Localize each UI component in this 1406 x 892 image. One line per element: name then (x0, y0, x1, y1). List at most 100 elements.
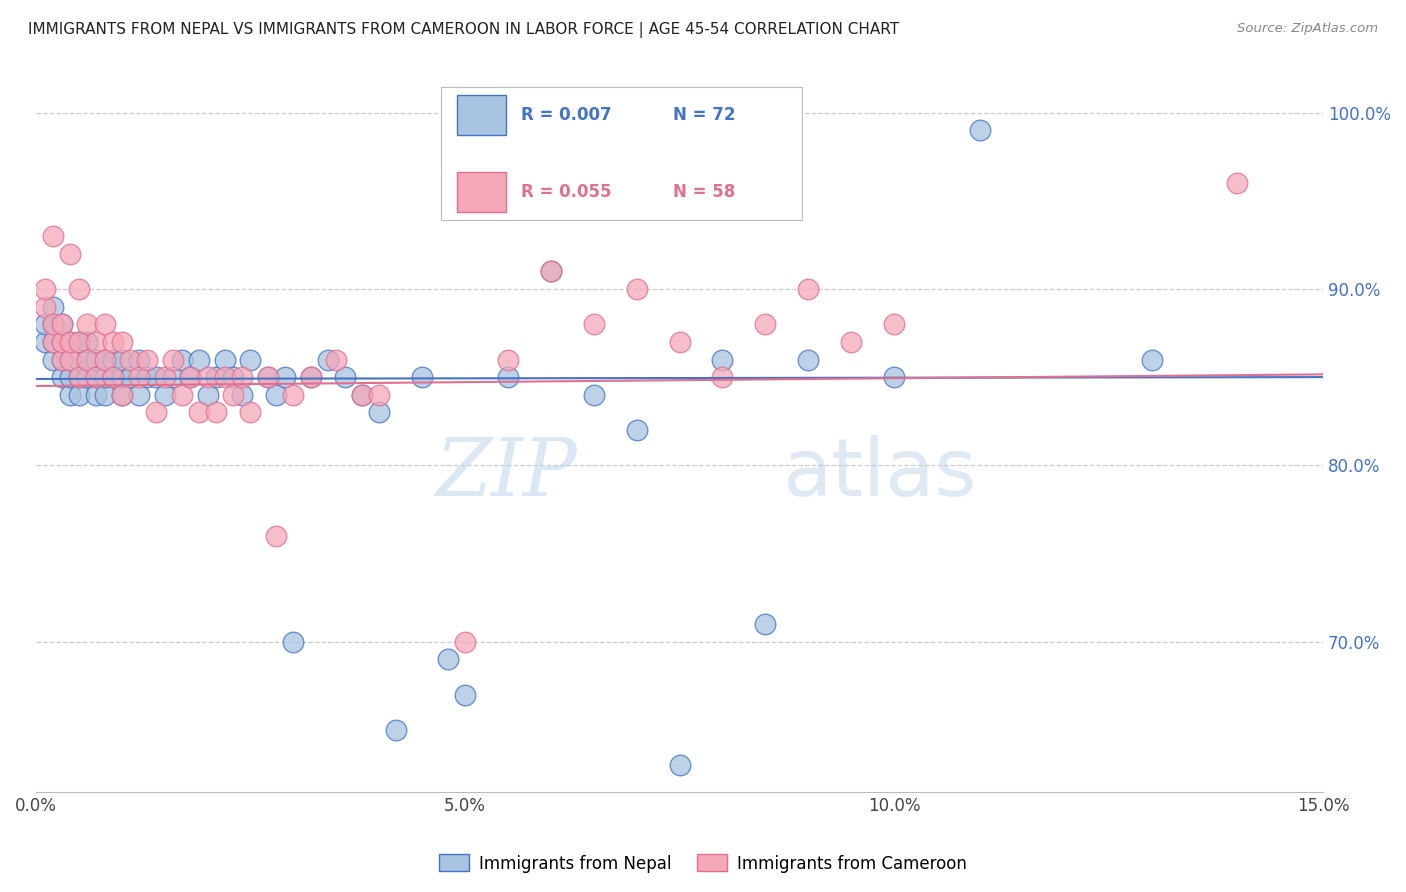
Point (128, 352, 150, 367)
Point (67, 334, 90, 349)
Point (256, 370, 278, 384)
Point (883, 370, 905, 384)
Point (93, 388, 115, 402)
Point (350, 388, 373, 402)
Point (59, 352, 82, 367)
Point (256, 370, 278, 384)
Text: atlas: atlas (783, 434, 977, 513)
Point (51, 334, 73, 349)
Point (385, 723, 408, 737)
Point (496, 370, 519, 384)
Point (34, 300, 56, 314)
Point (101, 352, 124, 367)
Point (626, 282, 648, 296)
Point (711, 370, 734, 384)
Point (496, 352, 519, 367)
Point (283, 388, 305, 402)
Point (34, 282, 56, 296)
Point (111, 388, 134, 402)
Point (42, 229, 65, 244)
Point (59, 370, 82, 384)
Point (1226, 176, 1249, 190)
Text: R = 0.055: R = 0.055 (522, 183, 612, 201)
Point (67, 352, 90, 367)
Point (76, 352, 98, 367)
Point (42, 334, 65, 349)
Point (153, 388, 176, 402)
Point (51, 370, 73, 384)
Point (797, 282, 820, 296)
Point (51, 318, 73, 332)
Point (883, 318, 905, 332)
Point (84, 370, 107, 384)
Point (197, 388, 219, 402)
Text: R = 0.007: R = 0.007 (522, 106, 612, 124)
Point (582, 318, 605, 332)
Point (170, 388, 193, 402)
Point (540, 264, 562, 278)
Point (316, 352, 339, 367)
Point (754, 318, 776, 332)
Point (67, 282, 90, 296)
Point (582, 388, 605, 402)
Point (668, 758, 690, 772)
Point (101, 370, 124, 384)
Point (128, 370, 150, 384)
Point (51, 352, 73, 367)
Point (797, 352, 820, 367)
Point (120, 352, 142, 367)
Point (1140, 352, 1163, 367)
Point (42, 318, 65, 332)
Point (76, 370, 98, 384)
Point (101, 370, 124, 384)
Point (42, 352, 65, 367)
Point (93, 352, 115, 367)
Point (51, 352, 73, 367)
Point (188, 352, 211, 367)
Point (299, 370, 322, 384)
FancyBboxPatch shape (457, 172, 506, 211)
Point (239, 352, 262, 367)
Point (153, 370, 176, 384)
Point (437, 652, 460, 666)
Point (34, 334, 56, 349)
Point (59, 334, 82, 349)
Point (264, 388, 287, 402)
Point (274, 370, 297, 384)
Point (136, 352, 159, 367)
Point (454, 688, 477, 702)
Point (111, 370, 134, 384)
Point (145, 405, 167, 419)
Point (711, 352, 734, 367)
Point (120, 370, 142, 384)
Point (368, 388, 391, 402)
Point (179, 370, 201, 384)
Point (59, 352, 82, 367)
Point (93, 352, 115, 367)
Point (84, 334, 107, 349)
Text: N = 72: N = 72 (673, 106, 735, 124)
FancyBboxPatch shape (457, 95, 506, 135)
Point (42, 334, 65, 349)
Point (325, 352, 347, 367)
Point (179, 370, 201, 384)
Legend: Immigrants from Nepal, Immigrants from Cameroon: Immigrants from Nepal, Immigrants from C… (433, 847, 973, 880)
Point (76, 318, 98, 332)
Point (59, 246, 82, 260)
Point (84, 388, 107, 402)
Point (222, 370, 245, 384)
Point (231, 370, 253, 384)
Point (754, 617, 776, 632)
Point (42, 318, 65, 332)
Point (59, 388, 82, 402)
Point (67, 334, 90, 349)
Point (162, 352, 184, 367)
Point (333, 370, 356, 384)
Point (84, 352, 107, 367)
Point (188, 405, 211, 419)
Point (67, 370, 90, 384)
Point (136, 370, 159, 384)
Point (76, 334, 98, 349)
Text: N = 58: N = 58 (673, 183, 735, 201)
Point (34, 318, 56, 332)
